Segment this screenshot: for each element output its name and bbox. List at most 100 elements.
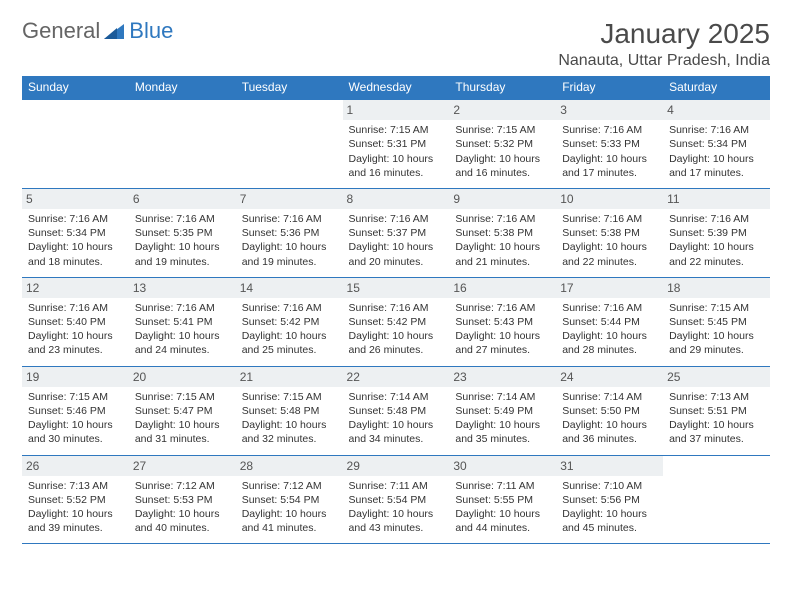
calendar-day-cell: 11Sunrise: 7:16 AMSunset: 5:39 PMDayligh… <box>663 188 770 277</box>
weekday-header: Thursday <box>449 76 556 99</box>
day2-text: and 21 minutes. <box>455 255 550 269</box>
sunset-text: Sunset: 5:45 PM <box>669 315 764 329</box>
calendar-day-cell: 20Sunrise: 7:15 AMSunset: 5:47 PMDayligh… <box>129 366 236 455</box>
day2-text: and 22 minutes. <box>562 255 657 269</box>
sunrise-text: Sunrise: 7:16 AM <box>562 301 657 315</box>
sunset-text: Sunset: 5:37 PM <box>349 226 444 240</box>
sunrise-text: Sunrise: 7:16 AM <box>242 212 337 226</box>
day1-text: Daylight: 10 hours <box>562 507 657 521</box>
sunset-text: Sunset: 5:41 PM <box>135 315 230 329</box>
calendar-day-cell: 3Sunrise: 7:16 AMSunset: 5:33 PMDaylight… <box>556 99 663 188</box>
day1-text: Daylight: 10 hours <box>242 240 337 254</box>
day2-text: and 41 minutes. <box>242 521 337 535</box>
sunset-text: Sunset: 5:34 PM <box>669 137 764 151</box>
sunset-text: Sunset: 5:46 PM <box>28 404 123 418</box>
day1-text: Daylight: 10 hours <box>562 329 657 343</box>
calendar-day-cell: 8Sunrise: 7:16 AMSunset: 5:37 PMDaylight… <box>343 188 450 277</box>
calendar-day-cell: 19Sunrise: 7:15 AMSunset: 5:46 PMDayligh… <box>22 366 129 455</box>
day2-text: and 30 minutes. <box>28 432 123 446</box>
sunrise-text: Sunrise: 7:12 AM <box>242 479 337 493</box>
calendar-day-cell: 1Sunrise: 7:15 AMSunset: 5:31 PMDaylight… <box>343 99 450 188</box>
calendar-day-cell: 5Sunrise: 7:16 AMSunset: 5:34 PMDaylight… <box>22 188 129 277</box>
calendar-day-cell: 7Sunrise: 7:16 AMSunset: 5:36 PMDaylight… <box>236 188 343 277</box>
sunrise-text: Sunrise: 7:16 AM <box>562 123 657 137</box>
day1-text: Daylight: 10 hours <box>669 418 764 432</box>
weekday-header-row: Sunday Monday Tuesday Wednesday Thursday… <box>22 76 770 99</box>
day2-text: and 29 minutes. <box>669 343 764 357</box>
day-number: 20 <box>129 367 236 387</box>
sunset-text: Sunset: 5:47 PM <box>135 404 230 418</box>
brand-part1: General <box>22 18 100 44</box>
day2-text: and 18 minutes. <box>28 255 123 269</box>
day-number: 28 <box>236 456 343 476</box>
sunset-text: Sunset: 5:48 PM <box>349 404 444 418</box>
sunrise-text: Sunrise: 7:16 AM <box>28 212 123 226</box>
day-number: 18 <box>663 278 770 298</box>
calendar-week-row: ...1Sunrise: 7:15 AMSunset: 5:31 PMDayli… <box>22 99 770 188</box>
weekday-header: Friday <box>556 76 663 99</box>
sunset-text: Sunset: 5:42 PM <box>349 315 444 329</box>
day2-text: and 16 minutes. <box>455 166 550 180</box>
day-number: 7 <box>236 189 343 209</box>
brand-sail-icon <box>103 20 125 38</box>
sunrise-text: Sunrise: 7:14 AM <box>455 390 550 404</box>
calendar-day-cell: 28Sunrise: 7:12 AMSunset: 5:54 PMDayligh… <box>236 455 343 544</box>
header: General Blue January 2025 Nanauta, Uttar… <box>22 18 770 70</box>
calendar-body: ...1Sunrise: 7:15 AMSunset: 5:31 PMDayli… <box>22 99 770 544</box>
day1-text: Daylight: 10 hours <box>562 152 657 166</box>
day-number: 4 <box>663 100 770 120</box>
day-number: 3 <box>556 100 663 120</box>
calendar-day-cell: 25Sunrise: 7:13 AMSunset: 5:51 PMDayligh… <box>663 366 770 455</box>
day-number: 12 <box>22 278 129 298</box>
sunrise-text: Sunrise: 7:15 AM <box>455 123 550 137</box>
sunrise-text: Sunrise: 7:16 AM <box>135 212 230 226</box>
day-number: 16 <box>449 278 556 298</box>
day2-text: and 37 minutes. <box>669 432 764 446</box>
weekday-header: Wednesday <box>343 76 450 99</box>
sunrise-text: Sunrise: 7:16 AM <box>349 212 444 226</box>
weekday-header: Tuesday <box>236 76 343 99</box>
sunrise-text: Sunrise: 7:16 AM <box>455 212 550 226</box>
day1-text: Daylight: 10 hours <box>455 152 550 166</box>
day2-text: and 17 minutes. <box>562 166 657 180</box>
sunset-text: Sunset: 5:40 PM <box>28 315 123 329</box>
calendar-day-cell: 31Sunrise: 7:10 AMSunset: 5:56 PMDayligh… <box>556 455 663 544</box>
sunset-text: Sunset: 5:44 PM <box>562 315 657 329</box>
calendar-week-row: 12Sunrise: 7:16 AMSunset: 5:40 PMDayligh… <box>22 277 770 366</box>
day-number: 11 <box>663 189 770 209</box>
sunset-text: Sunset: 5:54 PM <box>242 493 337 507</box>
weekday-header: Saturday <box>663 76 770 99</box>
day-number: 5 <box>22 189 129 209</box>
brand-logo: General Blue <box>22 18 173 44</box>
day-number: 2 <box>449 100 556 120</box>
day1-text: Daylight: 10 hours <box>455 329 550 343</box>
sunrise-text: Sunrise: 7:16 AM <box>28 301 123 315</box>
day1-text: Daylight: 10 hours <box>669 152 764 166</box>
calendar-day-cell: 14Sunrise: 7:16 AMSunset: 5:42 PMDayligh… <box>236 277 343 366</box>
calendar-day-cell: . <box>22 99 129 188</box>
sunset-text: Sunset: 5:56 PM <box>562 493 657 507</box>
day1-text: Daylight: 10 hours <box>349 507 444 521</box>
sunrise-text: Sunrise: 7:15 AM <box>28 390 123 404</box>
day2-text: and 20 minutes. <box>349 255 444 269</box>
calendar-day-cell: 21Sunrise: 7:15 AMSunset: 5:48 PMDayligh… <box>236 366 343 455</box>
day1-text: Daylight: 10 hours <box>669 329 764 343</box>
sunset-text: Sunset: 5:42 PM <box>242 315 337 329</box>
day2-text: and 16 minutes. <box>349 166 444 180</box>
day2-text: and 24 minutes. <box>135 343 230 357</box>
day2-text: and 45 minutes. <box>562 521 657 535</box>
sunrise-text: Sunrise: 7:16 AM <box>349 301 444 315</box>
day1-text: Daylight: 10 hours <box>135 329 230 343</box>
sunrise-text: Sunrise: 7:15 AM <box>135 390 230 404</box>
day1-text: Daylight: 10 hours <box>669 240 764 254</box>
title-block: January 2025 Nanauta, Uttar Pradesh, Ind… <box>558 18 770 70</box>
day2-text: and 25 minutes. <box>242 343 337 357</box>
day1-text: Daylight: 10 hours <box>349 240 444 254</box>
day2-text: and 34 minutes. <box>349 432 444 446</box>
day1-text: Daylight: 10 hours <box>349 418 444 432</box>
sunset-text: Sunset: 5:52 PM <box>28 493 123 507</box>
month-title: January 2025 <box>558 18 770 50</box>
calendar-day-cell: 18Sunrise: 7:15 AMSunset: 5:45 PMDayligh… <box>663 277 770 366</box>
day2-text: and 19 minutes. <box>242 255 337 269</box>
sunrise-text: Sunrise: 7:16 AM <box>669 123 764 137</box>
